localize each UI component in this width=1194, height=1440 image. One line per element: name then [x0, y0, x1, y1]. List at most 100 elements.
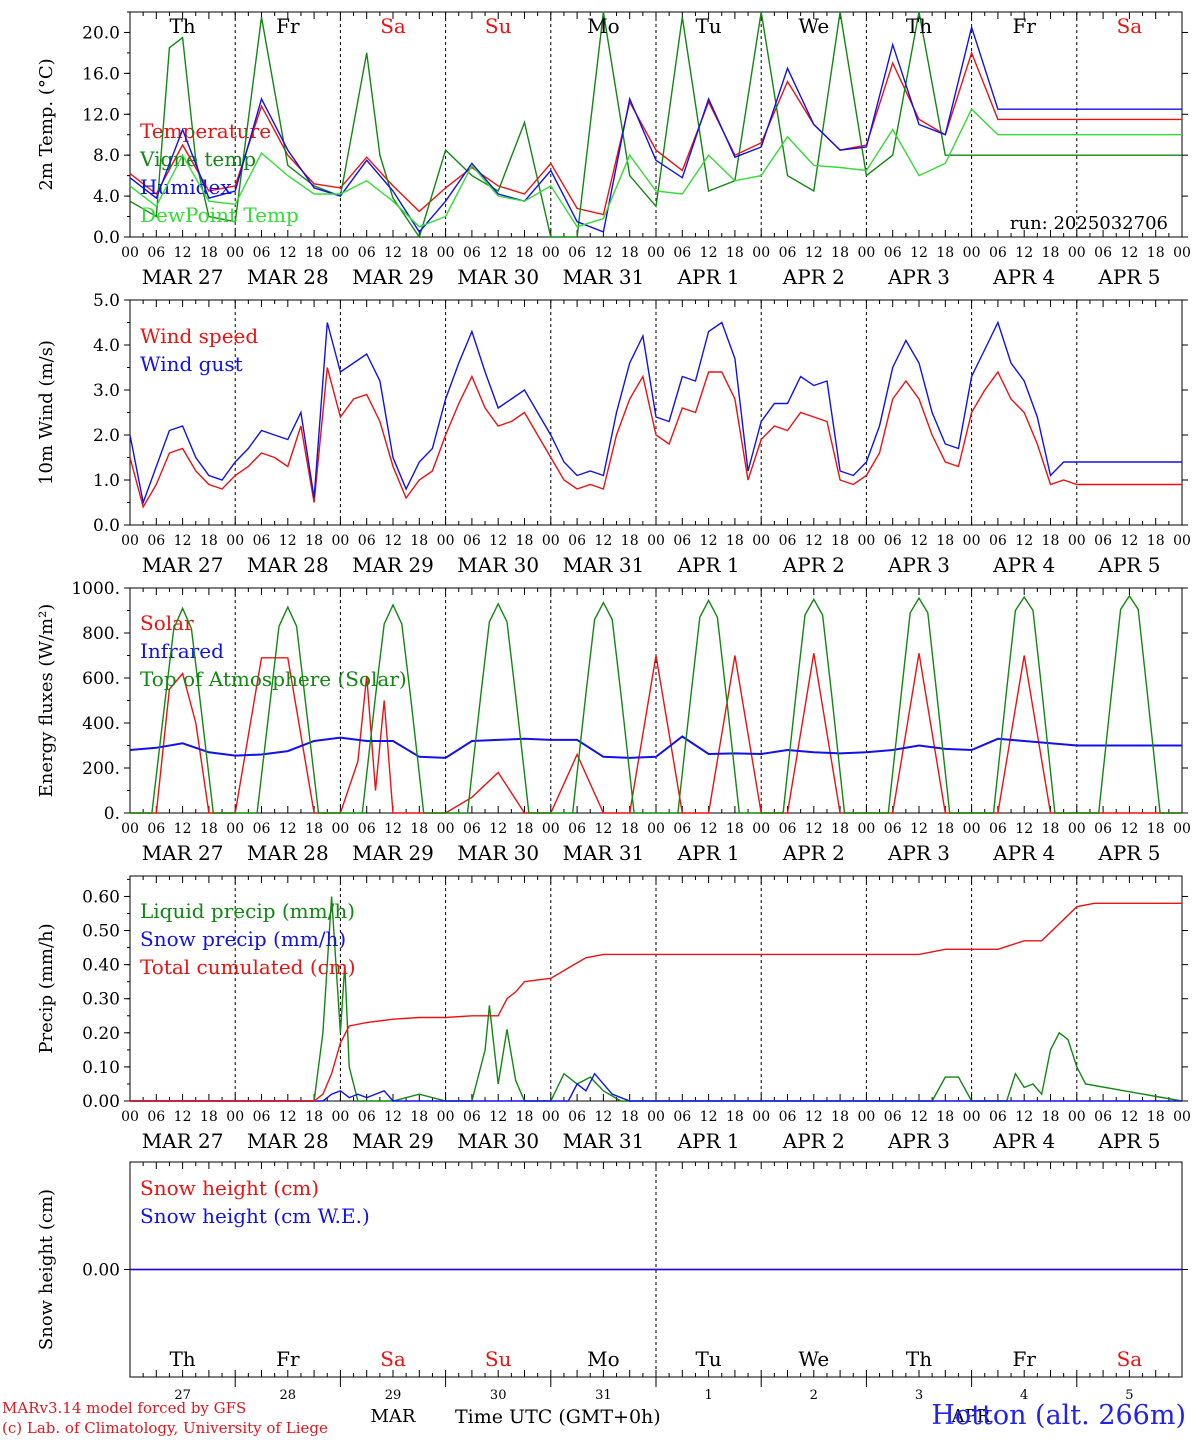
- hour-tick-label: 18: [726, 1109, 744, 1125]
- hour-tick-label: 06: [147, 821, 165, 837]
- date-label: APR 5: [1097, 1129, 1160, 1153]
- hour-tick-label: 06: [253, 821, 271, 837]
- y-axis-label: Energy fluxes (W/m²): [36, 604, 57, 798]
- lab-credit: (c) Lab. of Climatology, University of L…: [2, 1419, 328, 1437]
- hour-tick-label: 18: [516, 533, 534, 549]
- day-number: 4: [1020, 1388, 1028, 1403]
- hour-tick-label: 18: [516, 1109, 534, 1125]
- hour-tick-label: 18: [831, 821, 849, 837]
- date-label: APR 3: [887, 841, 950, 865]
- plot-frame: [129, 587, 1183, 814]
- hour-tick-label: 18: [410, 821, 428, 837]
- hour-tick-label: 00: [963, 245, 981, 261]
- hour-tick-label: 12: [384, 821, 402, 837]
- hour-tick-label: 00: [1173, 821, 1191, 837]
- hour-tick-label: 00: [542, 821, 560, 837]
- hour-tick-label: 00: [1068, 821, 1086, 837]
- hour-tick-label: 12: [384, 533, 402, 549]
- chart-panel-2: 0.0 1.0 2.0 3.0 4.0 5.0 10m Wind (m/s) Wind spe…: [36, 291, 1191, 577]
- hour-tick-label: 18: [410, 245, 428, 261]
- hour-tick-label: 12: [1015, 821, 1033, 837]
- weekday-label: We: [798, 1347, 829, 1371]
- hour-tick-label: 12: [910, 1109, 928, 1125]
- hour-tick-label: 00: [752, 1109, 770, 1125]
- y-tick-label: 0.50: [82, 922, 120, 942]
- hour-tick-label: 06: [147, 245, 165, 261]
- hour-tick-label: 06: [989, 821, 1007, 837]
- date-label: MAR 27: [142, 1129, 224, 1153]
- hour-tick-label: 00: [437, 533, 455, 549]
- hour-tick-label: 06: [673, 533, 691, 549]
- y-tick-label: 0.30: [82, 990, 120, 1010]
- weekday-label: Th: [169, 14, 195, 38]
- legend-entry: Top of Atmosphere (Solar): [140, 667, 407, 691]
- day-number: 31: [595, 1388, 612, 1403]
- hour-tick-label: 00: [121, 533, 139, 549]
- date-label: APR 4: [992, 1129, 1055, 1153]
- hour-tick-label: 12: [700, 533, 718, 549]
- hour-tick-label: 00: [542, 533, 560, 549]
- y-axis-label: 2m Temp. (°C): [36, 58, 57, 190]
- hour-tick-label: 00: [647, 1109, 665, 1125]
- month-label: MAR: [371, 1406, 416, 1427]
- weekday-label: Mo: [587, 14, 620, 38]
- weekday-label: Fr: [276, 1347, 300, 1371]
- hour-tick-label: 18: [516, 245, 534, 261]
- series-line-2: [129, 735, 1182, 759]
- hour-tick-label: 00: [437, 821, 455, 837]
- y-tick-label: 1.0: [93, 471, 120, 491]
- legend-entry: Wind gust: [140, 352, 243, 376]
- hour-tick-label: 12: [1120, 1109, 1138, 1125]
- hour-tick-label: 00: [1068, 1109, 1086, 1125]
- weekday-label: Su: [485, 14, 512, 38]
- hour-tick-label: 00: [226, 1109, 244, 1125]
- hour-tick-label: 00: [857, 533, 875, 549]
- hour-tick-label: 00: [1068, 245, 1086, 261]
- model-credit: MARv3.14 model forced by GFS: [2, 1399, 247, 1417]
- legend-entry: DewPoint Temp: [140, 203, 299, 227]
- date-label: MAR 28: [247, 1129, 329, 1153]
- hour-tick-label: 18: [1147, 821, 1165, 837]
- date-label: APR 5: [1097, 265, 1160, 289]
- hour-tick-label: 12: [489, 533, 507, 549]
- y-tick-label: 12.0: [82, 105, 120, 125]
- y-tick-label: 0.00: [82, 1092, 120, 1112]
- series-line-2: [129, 11, 1182, 239]
- date-label: MAR 30: [457, 265, 539, 289]
- hour-tick-label: 06: [147, 533, 165, 549]
- hour-tick-label: 00: [1068, 533, 1086, 549]
- hour-tick-label: 06: [779, 533, 797, 549]
- y-tick-label: 3.0: [93, 381, 120, 401]
- hour-tick-label: 18: [831, 1109, 849, 1125]
- y-tick-label: 1000.: [71, 579, 120, 599]
- hour-tick-label: 06: [989, 245, 1007, 261]
- y-tick-label: 8.0: [93, 146, 120, 166]
- hour-tick-label: 06: [568, 533, 586, 549]
- hour-tick-label: 18: [726, 533, 744, 549]
- date-label: MAR 28: [247, 265, 329, 289]
- legend-entry: Total cumulated (cm): [140, 955, 356, 979]
- hour-tick-label: 12: [910, 533, 928, 549]
- date-label: MAR 27: [142, 841, 224, 865]
- date-label: MAR 29: [352, 1129, 434, 1153]
- hour-tick-label: 18: [200, 821, 218, 837]
- hour-tick-label: 00: [331, 245, 349, 261]
- y-tick-label: 0.: [104, 804, 120, 824]
- y-tick-label: 2.0: [93, 426, 120, 446]
- date-label: APR 1: [677, 265, 740, 289]
- date-label: APR 2: [782, 265, 845, 289]
- series-line-1: [129, 367, 1182, 509]
- hour-tick-label: 18: [516, 821, 534, 837]
- date-label: MAR 29: [352, 265, 434, 289]
- y-tick-label: 4.0: [93, 336, 120, 356]
- hour-tick-label: 12: [700, 1109, 718, 1125]
- hour-tick-label: 18: [936, 821, 954, 837]
- date-label: MAR 29: [352, 841, 434, 865]
- weekday-label: Th: [906, 14, 932, 38]
- chart-panel-4: 0.00 0.10 0.20 0.30 0.40 0.50 0.60 Precip (mm/h…: [36, 875, 1191, 1153]
- weekday-label: Fr: [1012, 14, 1036, 38]
- hour-tick-label: 18: [305, 821, 323, 837]
- y-tick-label: 5.0: [93, 291, 120, 311]
- date-label: MAR 30: [457, 841, 539, 865]
